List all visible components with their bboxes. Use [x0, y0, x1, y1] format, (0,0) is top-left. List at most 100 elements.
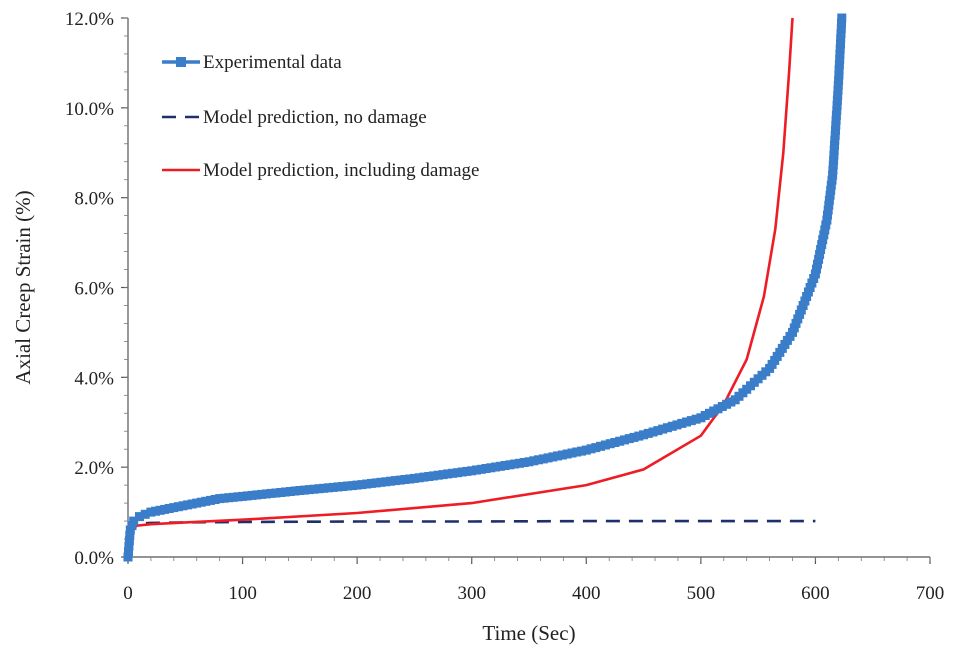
experimental-data-point	[238, 491, 248, 501]
experimental-data-point	[309, 484, 319, 494]
experimental-data-point	[261, 489, 271, 499]
experimental-data-point	[135, 512, 144, 522]
experimental-data-point	[124, 536, 134, 546]
experimental-data-point	[285, 487, 295, 496]
experimental-data-point	[524, 457, 534, 467]
experimental-data-point	[822, 215, 832, 225]
experimental-data-point	[610, 438, 620, 447]
legend: Experimental data Model prediction, no da…	[162, 52, 479, 181]
experimental-data-point	[620, 435, 629, 445]
experimental-data-point	[543, 453, 553, 463]
experimental-data-point	[831, 120, 841, 130]
experimental-data-point	[333, 482, 343, 492]
experimental-data-point	[433, 470, 443, 480]
x-tick-label: 700	[916, 583, 945, 604]
experimental-data-point	[834, 65, 844, 75]
experimental-data-point	[123, 552, 133, 562]
experimental-data-point	[572, 447, 582, 457]
experimental-data-point	[271, 488, 281, 498]
experimental-data-point	[328, 482, 338, 492]
experimental-data-point	[352, 480, 362, 490]
experimental-data-point	[290, 486, 300, 496]
experimental-data-point	[140, 509, 150, 519]
experimental-data-point	[362, 479, 372, 489]
experimental-data-point	[828, 165, 838, 175]
experimental-data-point	[823, 210, 832, 220]
experimental-data-point	[672, 420, 682, 430]
experimental-data-point	[219, 493, 229, 503]
legend-swatch-marker	[176, 57, 186, 67]
series-layer	[123, 13, 847, 562]
experimental-data-point	[491, 462, 501, 472]
experimental-data-point	[817, 240, 827, 250]
experimental-data-point	[677, 418, 687, 428]
experimental-data-point	[457, 467, 467, 477]
experimental-data-point	[196, 497, 206, 507]
experimental-data-point	[813, 259, 822, 269]
experimental-data-point	[553, 451, 563, 461]
experimental-data-point	[832, 105, 842, 115]
experimental-data-point	[662, 423, 672, 433]
experimental-data-point	[831, 110, 841, 120]
experimental-data-point	[276, 488, 286, 497]
experimental-data-point	[338, 482, 348, 491]
experimental-data-point	[538, 454, 548, 464]
y-tick-label: 6.0%	[74, 279, 114, 300]
y-tick-label: 8.0%	[74, 189, 114, 210]
experimental-data-point	[557, 450, 567, 460]
experimental-data-point	[319, 483, 329, 493]
experimental-data-point	[831, 115, 841, 125]
experimental-data-point	[183, 500, 193, 510]
experimental-data-point	[242, 491, 252, 501]
experimental-data-point	[443, 469, 453, 479]
experimental-data-point	[476, 464, 486, 474]
experimental-data-point	[424, 472, 434, 481]
experimental-data-point	[381, 477, 391, 487]
experimental-data-point	[548, 452, 558, 462]
experimental-data-point	[324, 483, 333, 493]
experimental-data-point	[836, 39, 845, 49]
experimental-data-point	[833, 90, 843, 100]
experimental-data-point	[830, 140, 839, 150]
experimental-markers	[123, 13, 847, 562]
experimental-data-point	[281, 487, 290, 497]
experimental-data-point	[529, 456, 539, 466]
experimental-data-point	[300, 485, 310, 495]
experimental-data-point	[173, 502, 183, 512]
experimental-data-point	[228, 492, 238, 502]
y-tick-label: 12.0%	[65, 9, 114, 30]
experimental-data-point	[825, 190, 835, 200]
experimental-data-point	[376, 477, 386, 487]
experimental-data-point	[600, 440, 610, 450]
experimental-data-point	[192, 498, 202, 508]
experimental-data-point	[462, 466, 472, 476]
x-tick-label: 500	[687, 583, 716, 604]
legend-label: Experimental data	[203, 52, 342, 73]
experimental-data-point	[819, 230, 829, 240]
experimental-data-point	[577, 446, 586, 456]
experimental-data-point	[818, 235, 828, 245]
experimental-data-point	[691, 414, 701, 424]
experimental-data-point	[472, 465, 481, 475]
experimental-data-point	[347, 481, 357, 491]
experimental-data-point	[146, 507, 156, 517]
experimental-data-point	[835, 44, 845, 54]
experimental-data-point	[810, 269, 820, 279]
series-no-damage-line	[126, 519, 816, 558]
experimental-data-point	[210, 495, 220, 504]
experimental-data-point	[486, 463, 496, 473]
experimental-data-point	[124, 547, 133, 557]
experimental-data-point	[357, 480, 367, 490]
experimental-data-point	[828, 170, 838, 180]
experimental-data-point	[515, 458, 524, 468]
experimental-data-point	[452, 468, 462, 478]
y-tick-label: 10.0%	[65, 99, 114, 120]
experimental-data-point	[155, 505, 165, 515]
experimental-data-point	[686, 416, 696, 426]
experimental-data-point	[505, 460, 515, 470]
legend-item-damage: Model prediction, including damage	[162, 160, 479, 181]
legend-label: Model prediction, including damage	[203, 160, 479, 181]
experimental-data-point	[129, 516, 139, 526]
experimental-data-point	[648, 427, 658, 437]
